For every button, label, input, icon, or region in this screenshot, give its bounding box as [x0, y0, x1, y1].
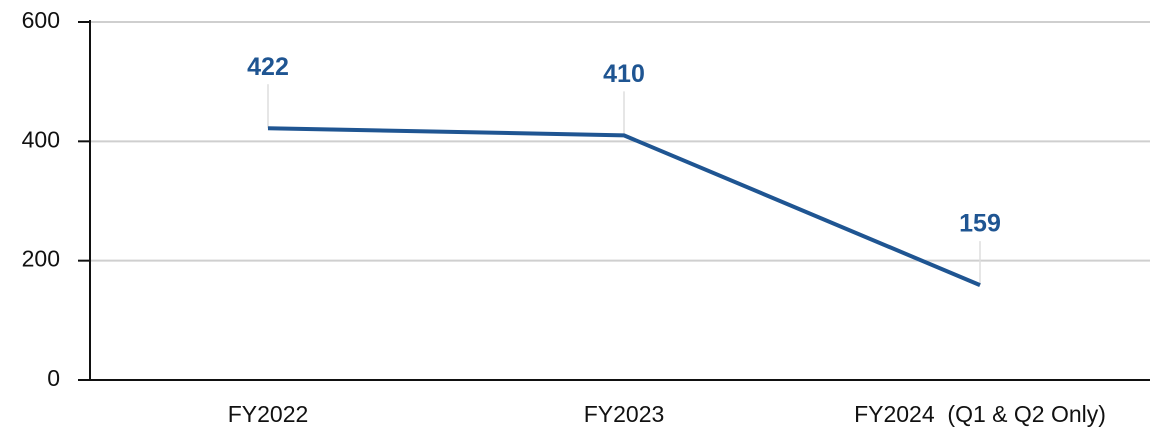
x-tick-label: FY2022	[228, 401, 309, 427]
data-label: 159	[959, 210, 1001, 238]
y-tick-label: 400	[22, 126, 60, 152]
y-tick-label: 200	[22, 246, 60, 272]
x-tick-label: FY2023	[584, 401, 665, 427]
data-label: 410	[603, 60, 645, 88]
y-tick-label: 600	[22, 7, 60, 33]
data-line	[267, 126, 981, 287]
data-label: 422	[247, 53, 289, 81]
x-tick-label: FY2024 (Q1 & Q2 Only)	[854, 401, 1106, 427]
y-tick-label: 0	[47, 365, 60, 391]
